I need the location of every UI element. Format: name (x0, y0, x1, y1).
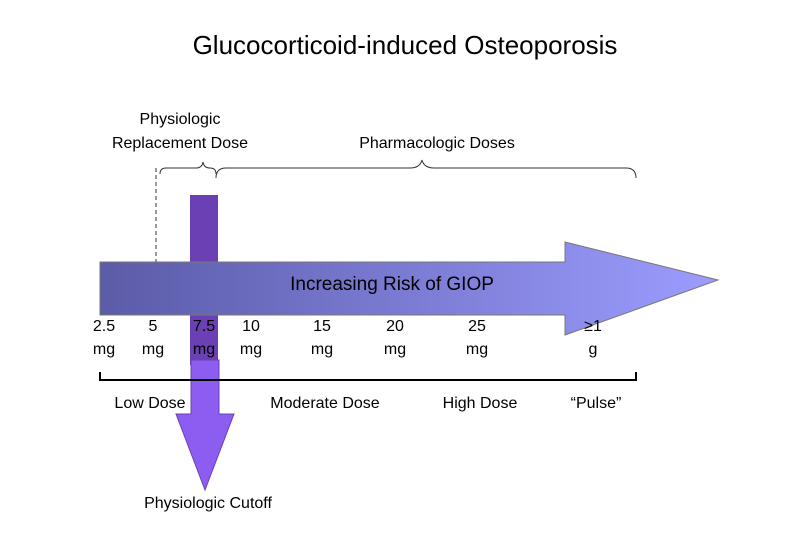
arrow-label: Increasing Risk of GIOP (290, 274, 494, 295)
dose-unit: g (589, 341, 598, 358)
dose-bracket (99, 372, 637, 381)
dose-amount: 5 (149, 318, 158, 335)
range-label: Low Dose (114, 395, 185, 412)
replacement-label: Replacement Dose (112, 135, 248, 152)
large-brace (215, 159, 637, 179)
dose-unit: mg (240, 341, 262, 358)
dose-unit: mg (193, 341, 215, 358)
dose-unit: mg (384, 341, 406, 358)
dose-amount: 25 (468, 318, 486, 335)
dose-unit: mg (311, 341, 333, 358)
dose-amount: 7.5 (193, 318, 215, 335)
dose-unit: mg (466, 341, 488, 358)
range-label: Moderate Dose (270, 395, 379, 412)
dose-unit: mg (93, 341, 115, 358)
small-brace (159, 161, 217, 175)
dose-amount: 2.5 (93, 318, 115, 335)
dose-amount: 20 (386, 318, 404, 335)
dose-unit: mg (142, 341, 164, 358)
range-labels: Low Dose Moderate Dose High Dose “Pulse” (114, 395, 621, 412)
cutoff-arrow (175, 359, 235, 492)
dose-amount: ≥1 (584, 318, 602, 335)
dose-amount: 15 (313, 318, 331, 335)
title: Glucocorticoid-induced Osteoporosis (193, 30, 618, 60)
cutoff-label: Physiologic Cutoff (144, 495, 272, 512)
risk-arrow (99, 241, 720, 336)
range-label: “Pulse” (571, 395, 622, 412)
replacement-label: Physiologic (140, 111, 221, 128)
range-label: High Dose (443, 395, 518, 412)
pharmacologic-label: Pharmacologic Doses (359, 135, 515, 152)
dose-amount: 10 (242, 318, 260, 335)
dose-labels: 2.5 mg 5 mg 7.5 mg 10 mg 15 mg 20 mg 25 mg ≥1 g (93, 318, 602, 358)
